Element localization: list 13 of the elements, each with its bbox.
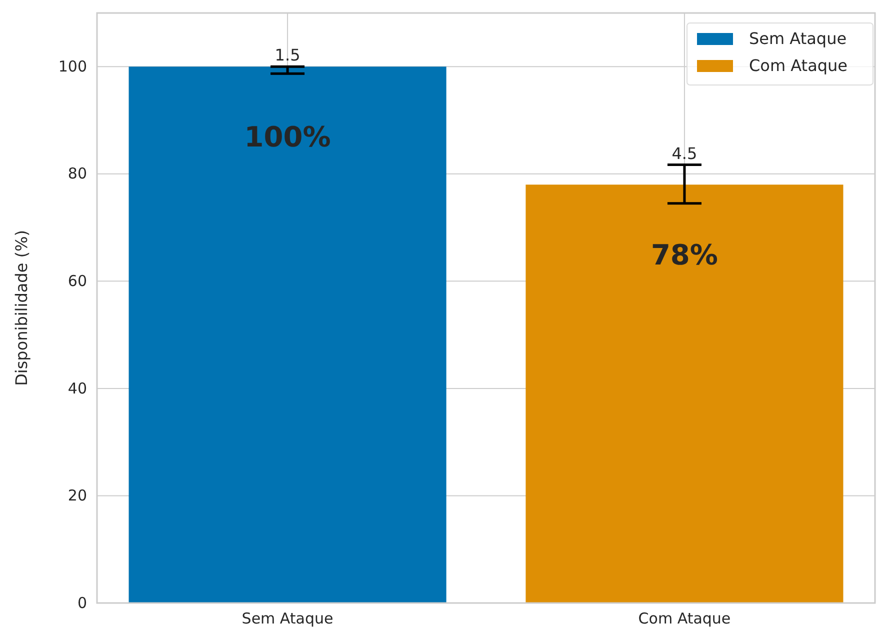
annotation: 1.5 [274,46,300,65]
y-tick-label: 40 [68,379,87,398]
y-tick-label: 100 [58,57,87,76]
legend-label: Sem Ataque [749,29,847,48]
y-tick-label: 80 [68,164,87,183]
data-label: 100% [244,120,331,154]
annotation: 4.5 [672,144,698,163]
y-tick-label: 20 [68,486,87,505]
y-axis-title: Disponibilidade (%) [12,230,31,386]
y-tick-label: 0 [77,594,87,612]
data-label: 78% [650,238,718,272]
legend-label: Com Ataque [749,56,848,75]
y-tick-label: 60 [68,272,87,290]
